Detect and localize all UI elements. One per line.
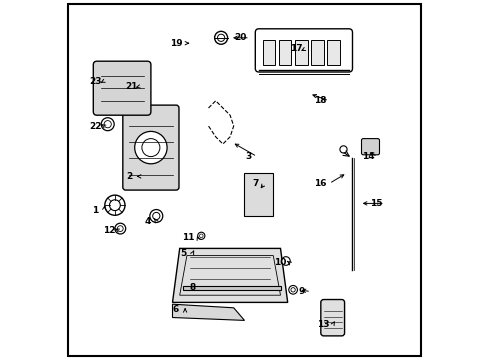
FancyBboxPatch shape [122, 105, 179, 190]
Circle shape [134, 131, 167, 164]
Text: 7: 7 [252, 179, 258, 188]
Text: 8: 8 [189, 284, 195, 292]
Circle shape [149, 210, 163, 222]
Bar [326, 40, 339, 65]
Text: 13: 13 [317, 320, 329, 329]
Polygon shape [172, 248, 287, 302]
Text: 23: 23 [89, 77, 101, 86]
Text: 12: 12 [103, 226, 116, 235]
Text: 17: 17 [290, 44, 303, 53]
Circle shape [142, 139, 160, 157]
Circle shape [339, 146, 346, 153]
Text: 4: 4 [144, 217, 150, 226]
FancyBboxPatch shape [93, 61, 151, 115]
Bar [278, 40, 291, 65]
FancyBboxPatch shape [320, 300, 344, 336]
Polygon shape [172, 304, 244, 320]
Text: 6: 6 [173, 305, 179, 314]
Circle shape [288, 285, 297, 294]
Text: 14: 14 [362, 152, 374, 161]
Text: 19: 19 [169, 39, 182, 48]
Circle shape [101, 118, 114, 131]
Text: 21: 21 [124, 82, 137, 91]
Circle shape [117, 226, 123, 231]
Circle shape [199, 234, 203, 238]
Circle shape [104, 121, 111, 128]
Circle shape [197, 232, 204, 239]
Text: 2: 2 [126, 172, 132, 181]
Bar [262, 40, 275, 65]
Text: 1: 1 [92, 206, 98, 215]
Circle shape [290, 288, 295, 292]
Text: 15: 15 [369, 199, 381, 208]
FancyBboxPatch shape [361, 139, 379, 155]
Circle shape [109, 200, 120, 211]
Text: 20: 20 [234, 33, 246, 42]
Bar [310, 40, 323, 65]
Circle shape [115, 223, 125, 234]
Polygon shape [183, 286, 280, 290]
Text: 9: 9 [298, 287, 305, 296]
Circle shape [152, 212, 160, 220]
Circle shape [104, 195, 125, 215]
Circle shape [214, 31, 227, 44]
Circle shape [217, 34, 224, 41]
Bar [294, 40, 307, 65]
Text: 16: 16 [313, 179, 325, 188]
Text: 18: 18 [313, 96, 325, 105]
Circle shape [281, 257, 289, 265]
Polygon shape [244, 173, 273, 216]
Text: 10: 10 [274, 258, 286, 267]
Text: 11: 11 [182, 233, 195, 242]
Text: 5: 5 [180, 249, 186, 258]
Text: 3: 3 [244, 152, 251, 161]
Text: 22: 22 [89, 122, 101, 131]
